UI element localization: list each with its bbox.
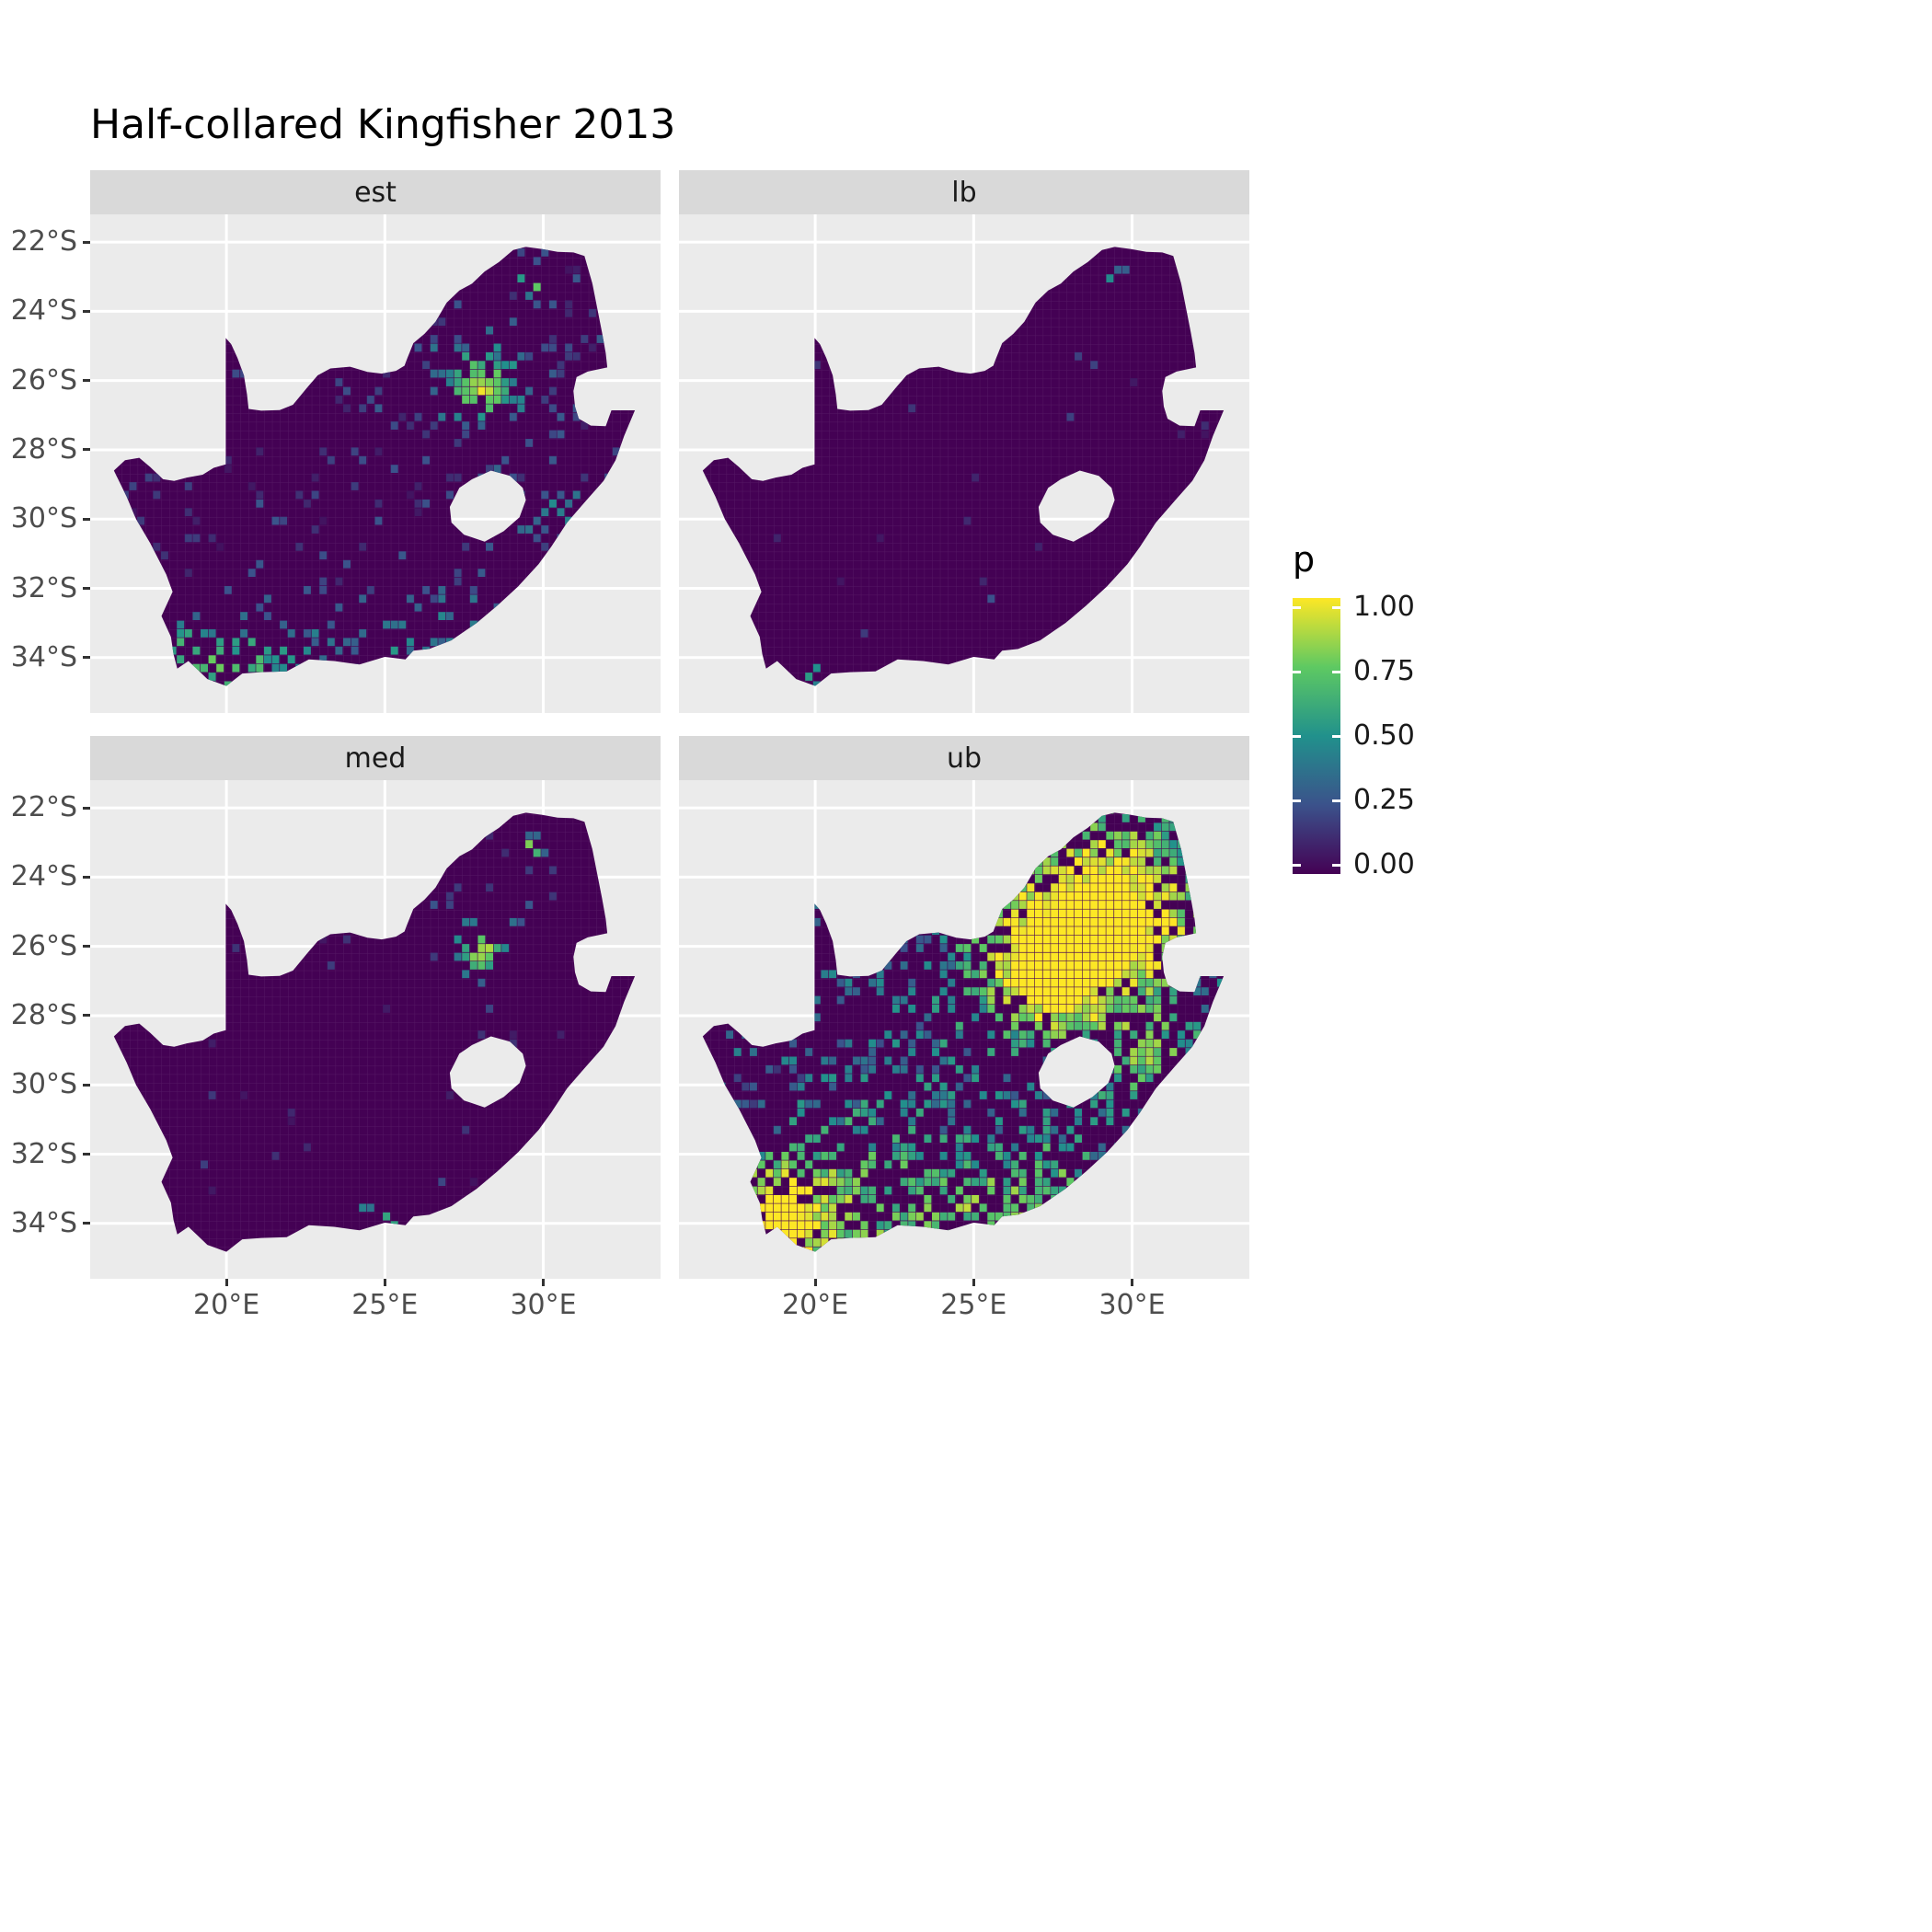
facet-strip-est: est xyxy=(90,170,661,214)
chart-title: Half-collared Kingfisher 2013 xyxy=(90,101,676,148)
pentad-grid-texture xyxy=(702,247,1225,686)
map-panel-lb xyxy=(679,214,1249,713)
legend-tick-label: 0.00 xyxy=(1353,848,1415,880)
x-axis-label: 20°E xyxy=(193,1289,260,1321)
legend-tick-label: 0.75 xyxy=(1353,655,1415,687)
y-axis-tick xyxy=(83,309,90,313)
legend-tick-mark xyxy=(1332,670,1340,673)
legend-tick-mark xyxy=(1293,605,1301,609)
facet-label-med: med xyxy=(344,742,407,775)
y-axis-label: 26°S xyxy=(10,363,77,397)
facet-strip-med: med xyxy=(90,736,661,780)
y-axis-tick xyxy=(83,240,90,244)
y-axis-label: 26°S xyxy=(10,929,77,962)
y-axis-tick xyxy=(83,875,90,879)
facet-strip-ub: ub xyxy=(679,736,1249,780)
legend-tick-mark xyxy=(1293,734,1301,738)
map-panel-est xyxy=(90,214,661,713)
x-axis-label: 25°E xyxy=(940,1289,1007,1321)
map-panel-med xyxy=(90,780,661,1279)
x-axis-tick xyxy=(383,1279,386,1286)
y-axis-tick xyxy=(83,1014,90,1018)
x-axis-tick xyxy=(1131,1279,1134,1286)
x-axis-tick xyxy=(542,1279,546,1286)
x-axis-tick xyxy=(224,1279,228,1286)
facet-strip-lb: lb xyxy=(679,170,1249,214)
y-axis-tick xyxy=(83,1083,90,1087)
y-axis-tick xyxy=(83,656,90,660)
facet-label-ub: ub xyxy=(946,742,983,775)
facet-med: med xyxy=(90,736,661,1279)
y-axis-label: 22°S xyxy=(10,225,77,259)
y-axis-tick xyxy=(83,806,90,810)
map-panel-ub xyxy=(679,780,1249,1279)
facet-est: est xyxy=(90,170,661,713)
x-axis-tick xyxy=(972,1279,975,1286)
legend-title: p xyxy=(1293,539,1316,580)
y-axis-label: 24°S xyxy=(10,294,77,328)
y-axis-tick xyxy=(83,945,90,949)
y-axis-label: 30°S xyxy=(10,502,77,535)
y-axis-label: 32°S xyxy=(10,1137,77,1170)
y-axis-label: 24°S xyxy=(10,860,77,893)
x-axis-tick xyxy=(813,1279,817,1286)
legend-tick-label: 0.50 xyxy=(1353,719,1415,752)
facet-ub: ub xyxy=(679,736,1249,1279)
y-axis-tick xyxy=(83,587,90,590)
y-axis-label: 34°S xyxy=(10,1206,77,1239)
x-axis-label: 30°E xyxy=(1098,1289,1166,1321)
facet-label-lb: lb xyxy=(951,176,977,209)
y-axis-label: 28°S xyxy=(10,432,77,466)
y-axis-tick xyxy=(83,448,90,452)
legend-tick-label: 0.25 xyxy=(1353,784,1415,816)
y-axis-tick xyxy=(83,517,90,521)
y-axis-label: 30°S xyxy=(10,1068,77,1101)
legend-tick-mark xyxy=(1293,670,1301,673)
x-axis-label: 25°E xyxy=(351,1289,419,1321)
y-axis-tick xyxy=(83,379,90,383)
x-axis-label: 30°E xyxy=(510,1289,577,1321)
legend-tick-mark xyxy=(1293,799,1301,802)
legend-tick-mark xyxy=(1332,799,1340,802)
legend-tick-mark xyxy=(1332,863,1340,867)
y-axis-tick xyxy=(83,1153,90,1156)
facet-label-est: est xyxy=(354,176,397,209)
y-axis-label: 32°S xyxy=(10,571,77,604)
x-axis-label: 20°E xyxy=(782,1289,849,1321)
y-axis-label: 28°S xyxy=(10,998,77,1031)
y-axis-label: 34°S xyxy=(10,640,77,673)
legend-tick-mark xyxy=(1332,734,1340,738)
legend-tick-mark xyxy=(1293,863,1301,867)
pentad-grid-texture xyxy=(113,812,636,1252)
legend-tick-mark xyxy=(1332,605,1340,609)
y-axis-tick xyxy=(83,1222,90,1225)
y-axis-label: 22°S xyxy=(10,791,77,824)
legend-tick-label: 1.00 xyxy=(1353,591,1415,623)
facet-lb: lb xyxy=(679,170,1249,713)
pentad-grid-texture xyxy=(113,247,636,686)
